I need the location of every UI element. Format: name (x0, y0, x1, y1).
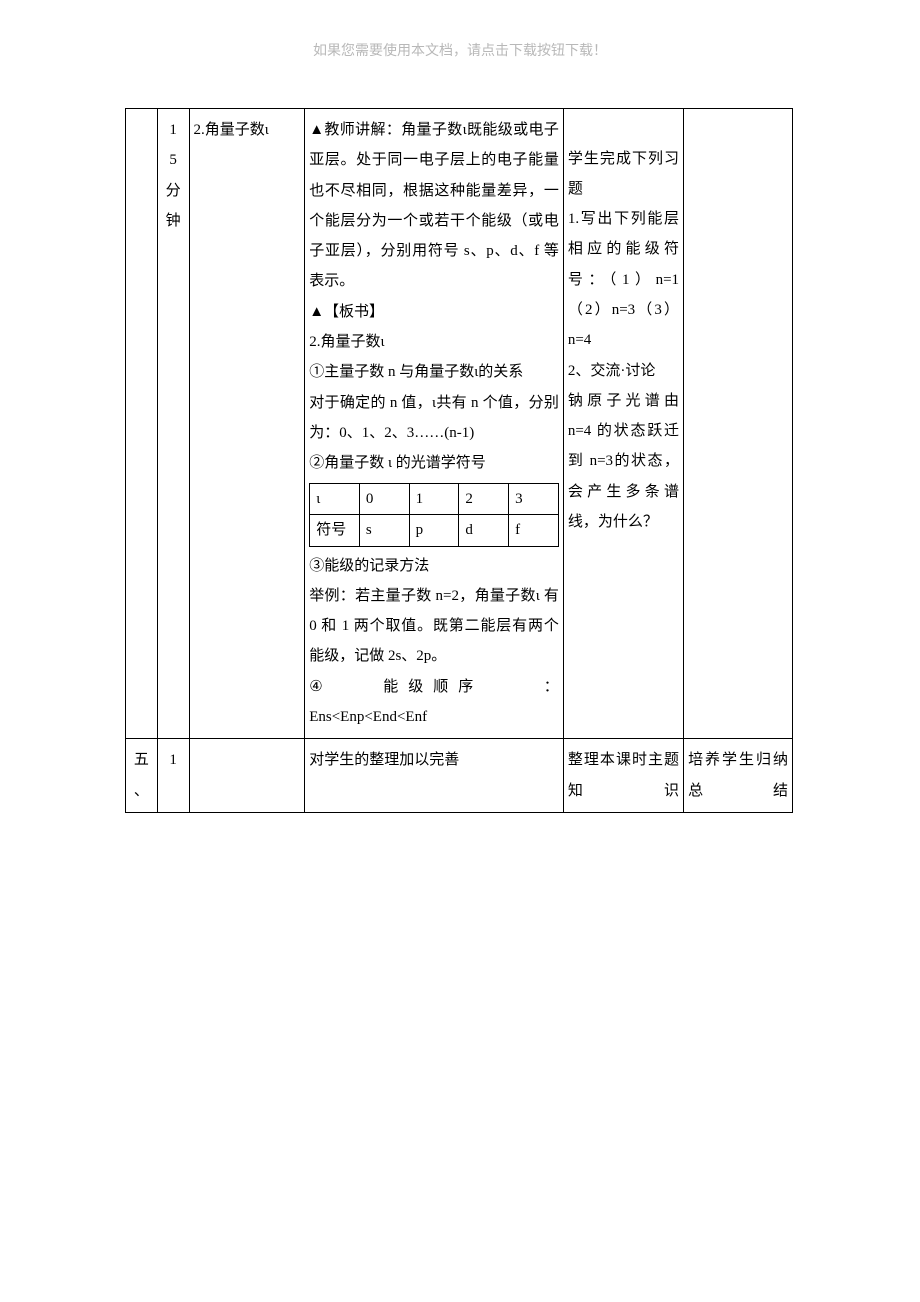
cell-student-activity: 学生完成下列习题 1.写出下列能层相应的能级符号：（1）n=1（2）n=3（3）… (563, 109, 683, 739)
para: 对学生的整理加以完善 (309, 745, 559, 775)
duration-char: 1 (162, 115, 185, 145)
cell: 1 (409, 483, 459, 515)
cell: ι (310, 483, 360, 515)
table-row: 五 、 1 对学生的整理加以完善 整理本课时主题知识 培养学生归纳总结 (126, 739, 793, 813)
cell-topic (189, 739, 305, 813)
duration-char: 钟 (162, 206, 185, 236)
duration-char: 5 (162, 145, 185, 175)
para: 整理本课时主题知识 (568, 745, 679, 806)
para: 学生完成下列习题 (568, 144, 679, 205)
stage-char: 五 (130, 745, 153, 775)
cell-teacher-activity: 对学生的整理加以完善 (305, 739, 564, 813)
cell: f (509, 515, 559, 547)
quantum-symbol-table: ι 0 1 2 3 符号 s p d f (309, 483, 559, 547)
para: 1.写出下列能层相应的能级符号：（1）n=1（2）n=3（3）n=4 (568, 204, 679, 355)
para: 钠原子光谱由 n=4 的状态跃迁到 n=3的状态，会产生多条谱线，为什么？ (568, 386, 679, 537)
cell: 0 (359, 483, 409, 515)
duration-char: 分 (162, 176, 185, 206)
para: 对于确定的 n 值，ι共有 n 个值，分别为：0、1、2、3……(n-1) (309, 388, 559, 449)
header-note: 如果您需要使用本文档，请点击下载按钮下载！ (0, 40, 920, 60)
para: ②角量子数 ι 的光谱学符号 (309, 448, 559, 478)
cell-teacher-activity: ▲教师讲解：角量子数ι既能级或电子亚层。处于同一电子层上的电子能量也不尽相同，根… (305, 109, 564, 739)
cell-duration: 1 5 分 钟 (157, 109, 189, 739)
cell: 3 (509, 483, 559, 515)
seq-num: ④ (309, 672, 322, 702)
lesson-plan-table: 1 5 分 钟 2.角量子数ι ▲教师讲解：角量子数ι既能级或电子亚层。处于同一… (125, 108, 793, 813)
spread-text: 能级顺序 (383, 672, 483, 702)
table-row: ι 0 1 2 3 (310, 483, 559, 515)
cell: 2 (459, 483, 509, 515)
cell-duration: 1 (157, 739, 189, 813)
cell: d (459, 515, 509, 547)
duration-char: 1 (162, 745, 185, 775)
cell-intent: 培养学生归纳总结 (684, 739, 793, 813)
para: 2、交流·讨论 (568, 356, 679, 386)
para: ▲教师讲解：角量子数ι既能级或电子亚层。处于同一电子层上的电子能量也不尽相同，根… (309, 115, 559, 297)
para: 举例：若主量子数 n=2，角量子数ι 有 0 和 1 两个取值。既第二能层有两个… (309, 581, 559, 672)
cell-stage (126, 109, 158, 739)
cell-topic: 2.角量子数ι (189, 109, 305, 739)
table-row: 符号 s p d f (310, 515, 559, 547)
cell-stage: 五 、 (126, 739, 158, 813)
lesson-plan-table-wrap: 1 5 分 钟 2.角量子数ι ▲教师讲解：角量子数ι既能级或电子亚层。处于同一… (125, 108, 793, 813)
cell: s (359, 515, 409, 547)
para: 培养学生归纳总结 (688, 745, 788, 806)
para: ③能级的记录方法 (309, 551, 559, 581)
para: Ens<Enp<End<Enf (309, 702, 559, 732)
cell-student-activity: 整理本课时主题知识 (563, 739, 683, 813)
cell-intent (684, 109, 793, 739)
para: ①主量子数 n 与角量子数ι的关系 (309, 357, 559, 387)
para: 2.角量子数ι (309, 327, 559, 357)
para: ▲【板书】 (309, 297, 559, 327)
table-row: 1 5 分 钟 2.角量子数ι ▲教师讲解：角量子数ι既能级或电子亚层。处于同一… (126, 109, 793, 739)
stage-char: 、 (130, 776, 153, 806)
topic-text: 2.角量子数ι (194, 115, 301, 145)
para-spread: ④ 能级顺序 ： (309, 672, 559, 702)
cell: 符号 (310, 515, 360, 547)
cell: p (409, 515, 459, 547)
colon: ： (544, 672, 559, 702)
